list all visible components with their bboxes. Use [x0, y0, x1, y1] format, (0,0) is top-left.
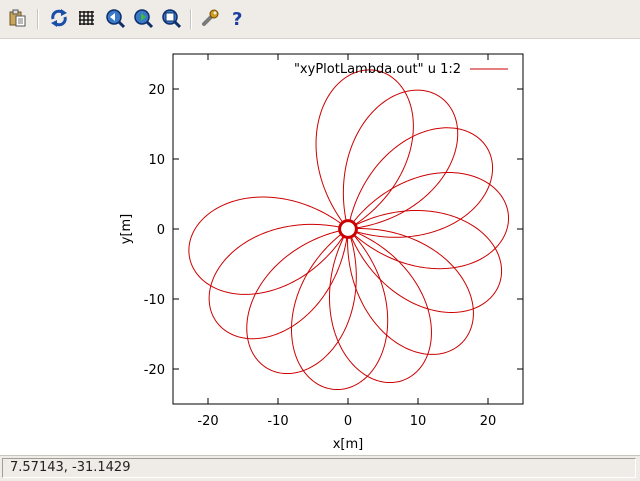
help-icon[interactable]: ? [227, 7, 249, 29]
x-axis-label: x[m] [333, 437, 364, 452]
x-tick-label: 0 [344, 414, 352, 429]
chart: -20 -10 0 10 20 -20 -10 0 10 20 x[m] y[m] "xyPlot… [119, 53, 524, 452]
series-petal-loop [246, 228, 357, 375]
series-petal-loop [188, 196, 349, 295]
series-petal-loop [347, 171, 510, 270]
y-tick-label: 10 [148, 153, 165, 168]
toolbar: ? [0, 0, 640, 39]
zoom-autoscale-icon[interactable] [160, 7, 182, 29]
grid-icon[interactable] [76, 7, 98, 29]
toolbar-separator [37, 9, 39, 29]
x-tick-label: 10 [410, 414, 427, 429]
status-bar: 7.57143, -31.1429 [0, 455, 640, 481]
series-petal-loop [208, 223, 349, 340]
x-tick-label: -20 [197, 414, 218, 429]
series-petal-loop [290, 228, 389, 391]
series-petal-loop [347, 228, 474, 355]
x-tick-label: 20 [480, 414, 497, 429]
series-center-loop [338, 219, 358, 239]
x-tick-label: -10 [267, 414, 288, 429]
zoom-previous-icon[interactable] [104, 7, 126, 29]
series-petal-loop [342, 89, 459, 230]
series-petal-loop [347, 127, 494, 238]
y-tick-label: -10 [144, 293, 165, 308]
series-petal-loop [328, 228, 432, 384]
plot-canvas[interactable]: -20 -10 0 10 20 -20 -10 0 10 20 x[m] y[m] "xyPlot… [0, 39, 640, 454]
refresh-icon[interactable] [48, 7, 70, 29]
y-tick-label: -20 [144, 363, 165, 378]
y-tick-label: 0 [157, 223, 165, 238]
toolbar-separator [190, 9, 192, 29]
legend-label: "xyPlotLambda.out" u 1:2 [294, 62, 461, 77]
series-petal-loop [347, 209, 503, 313]
svg-text:?: ? [232, 9, 242, 29]
status-field: 7.57143, -31.1429 [2, 458, 636, 478]
zoom-next-icon[interactable] [132, 7, 154, 29]
cursor-coordinates: 7.57143, -31.1429 [10, 460, 131, 475]
wrench-icon[interactable] [199, 7, 221, 29]
y-axis-label: y[m] [119, 214, 134, 245]
clipboard-icon[interactable] [7, 7, 29, 29]
series-petal-loop [315, 69, 414, 230]
y-tick-label: 20 [148, 83, 165, 98]
